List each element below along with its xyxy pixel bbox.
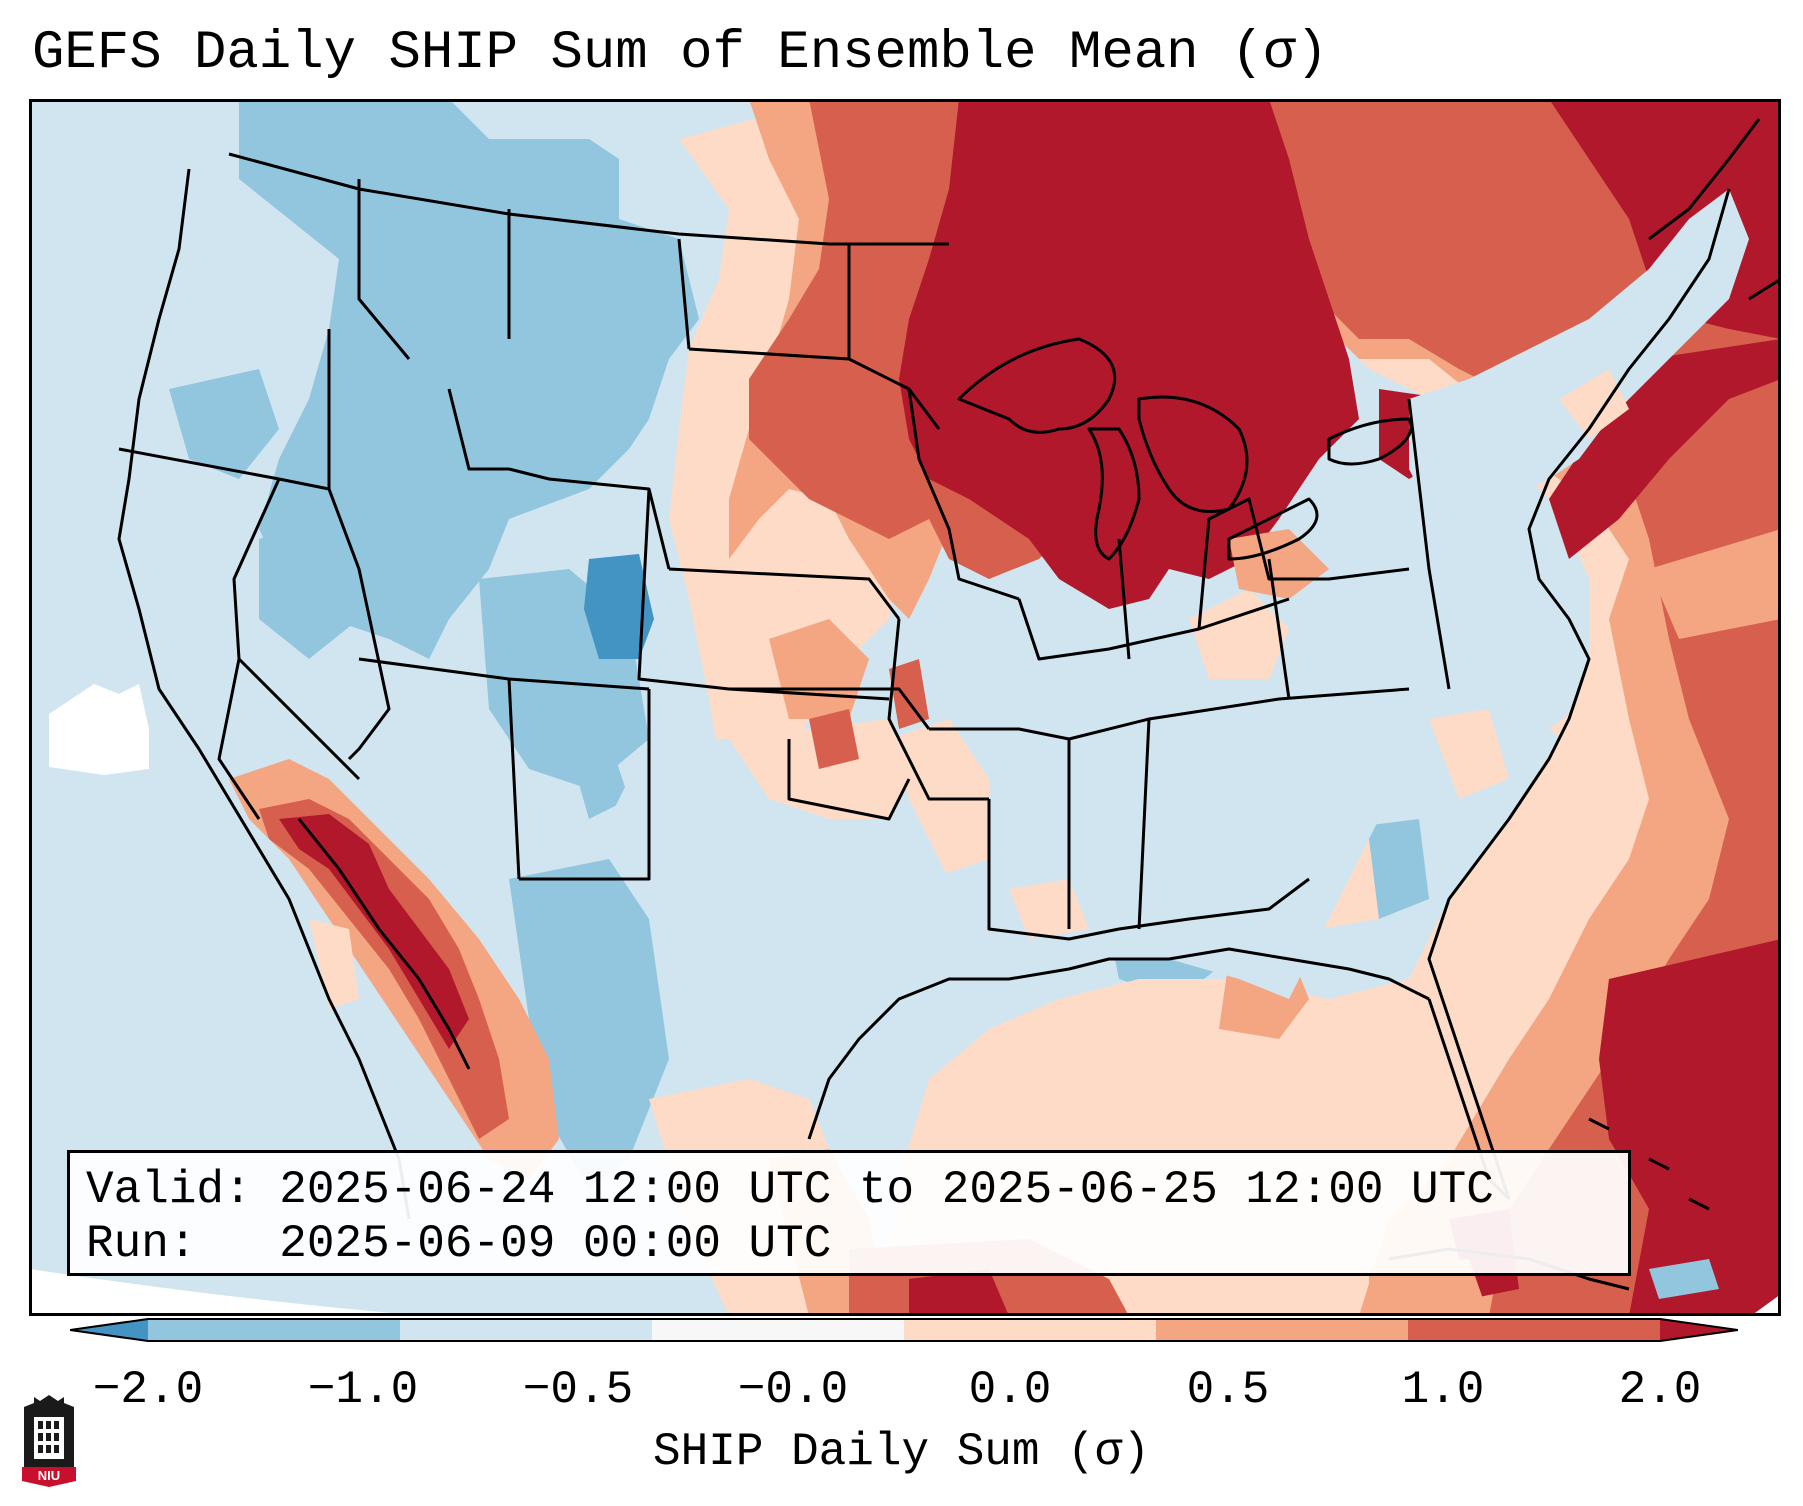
colorbar-tick-label: 2.0: [1618, 1364, 1702, 1416]
logo-text: NIU: [38, 1468, 60, 1483]
colorbar-tick-label: 1.0: [1401, 1364, 1485, 1416]
valid-time-range: 2025-06-24 12:00 UTC to 2025-06-25 12:00…: [279, 1164, 1494, 1216]
colorbar-tick-label: −1.0: [307, 1364, 419, 1416]
map-field: [29, 99, 1781, 1316]
colorbar-segment: [400, 1318, 653, 1342]
colorbar-tick-label: −0.5: [522, 1364, 634, 1416]
colorbar-segment: [904, 1318, 1157, 1342]
colorbar-segment: [148, 1318, 401, 1342]
colorbar-label: SHIP Daily Sum (σ): [653, 1426, 1150, 1478]
colorbar-extend-high: [1660, 1318, 1738, 1342]
colorbar-tick-label: −0.0: [737, 1364, 849, 1416]
colorbar-segment: [652, 1318, 905, 1342]
map-border: [29, 99, 1781, 1316]
valid-label: Valid:: [86, 1164, 252, 1216]
colorbar-segment: [1408, 1318, 1661, 1342]
valid-run-infobox: Valid: 2025-06-24 12:00 UTC to 2025-06-2…: [67, 1150, 1631, 1276]
colorbar: [70, 1318, 1738, 1342]
map-title: GEFS Daily SHIP Sum of Ensemble Mean (σ): [32, 23, 1329, 84]
colorbar-outline: [70, 1318, 1738, 1342]
run-time: 2025-06-09 00:00 UTC: [279, 1218, 832, 1270]
colorbar-extend-low: [70, 1318, 148, 1342]
colorbar-ticks: −2.0 −1.0 −0.5 −0.0 0.0 0.5 1.0 2.0: [0, 1362, 1803, 1422]
colorbar-segment: [1156, 1318, 1409, 1342]
colorbar-tick-label: 0.5: [1186, 1364, 1270, 1416]
niu-university-logo: NIU: [20, 1395, 78, 1487]
boundary-lines: [117, 118, 1781, 1291]
colorbar-tick-label: −2.0: [92, 1364, 204, 1416]
colorbar-tick-label: 0.0: [968, 1364, 1052, 1416]
run-label: Run:: [86, 1218, 197, 1270]
map-panel[interactable]: [29, 99, 1781, 1316]
